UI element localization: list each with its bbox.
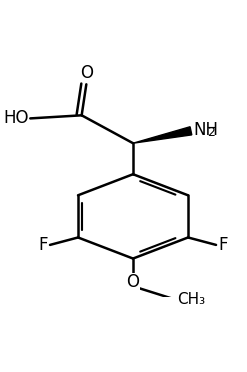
- Text: O: O: [126, 273, 140, 291]
- Text: CH₃: CH₃: [177, 292, 205, 307]
- Text: NH: NH: [193, 121, 218, 139]
- Text: 2: 2: [207, 126, 215, 139]
- Polygon shape: [133, 127, 192, 143]
- Text: F: F: [218, 236, 227, 254]
- Text: F: F: [39, 236, 48, 254]
- Text: O: O: [80, 64, 93, 83]
- Text: HO: HO: [4, 109, 29, 127]
